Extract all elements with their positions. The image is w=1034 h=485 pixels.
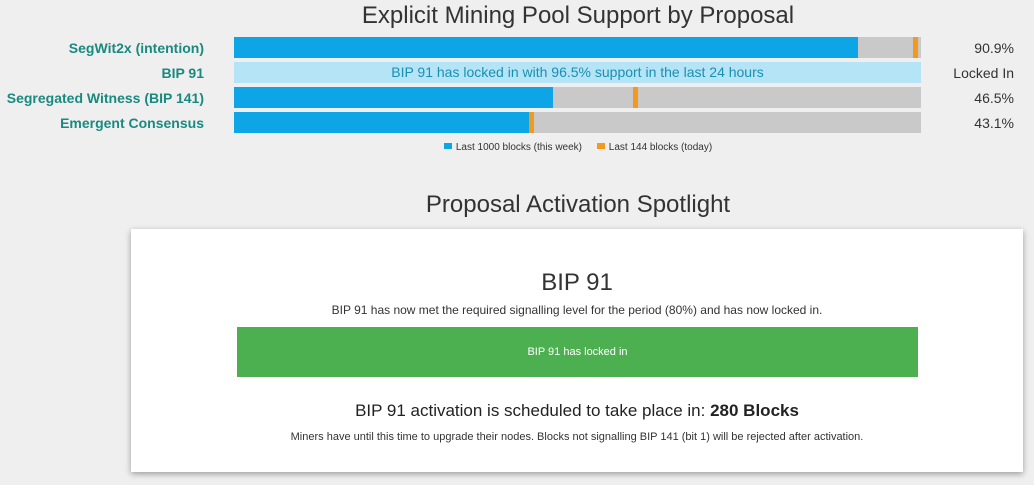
proposal-row-segwit: Segregated Witness (BIP 141) 46.5% bbox=[0, 87, 1034, 109]
spotlight-title: BIP 91 bbox=[541, 269, 613, 296]
today-support-marker bbox=[529, 112, 535, 133]
proposal-label[interactable]: Segregated Witness (BIP 141) bbox=[6, 90, 204, 106]
week-support-fill bbox=[234, 87, 554, 108]
locked-in-message: BIP 91 has locked in with 96.5% support … bbox=[234, 62, 921, 83]
activation-blocks: 280 Blocks bbox=[710, 401, 799, 420]
support-bar bbox=[234, 87, 921, 108]
spotlight-description: BIP 91 has now met the required signalli… bbox=[331, 303, 823, 317]
legend-label: Last 144 blocks (today) bbox=[608, 142, 713, 153]
proposal-label[interactable]: BIP 91 bbox=[161, 65, 204, 81]
upgrade-note: Miners have until this time to upgrade t… bbox=[290, 431, 864, 443]
support-value: 46.5% bbox=[974, 90, 1014, 106]
today-support-marker bbox=[632, 87, 638, 108]
proposal-label[interactable]: SegWit2x (intention) bbox=[68, 40, 204, 56]
legend-item-today: Last 144 blocks (today) bbox=[596, 142, 713, 153]
legend-item-week: Last 1000 blocks (this week) bbox=[443, 142, 582, 153]
support-bar bbox=[234, 112, 921, 133]
support-value: 43.1% bbox=[974, 115, 1014, 131]
week-swatch-icon bbox=[443, 143, 452, 149]
locked-in-status-bar: BIP 91 has locked in bbox=[237, 327, 918, 377]
spotlight-card: BIP 91 BIP 91 has now met the required s… bbox=[131, 229, 1023, 472]
proposal-row-bip91: BIP 91 BIP 91 has locked in with 96.5% s… bbox=[0, 62, 1034, 84]
week-support-fill bbox=[234, 37, 859, 58]
proposal-row-segwit2x: SegWit2x (intention) 90.9% bbox=[0, 37, 1034, 59]
chart-title: Explicit Mining Pool Support by Proposal bbox=[361, 2, 795, 29]
proposal-row-emergent-consensus: Emergent Consensus 43.1% bbox=[0, 112, 1034, 134]
legend-label: Last 1000 blocks (this week) bbox=[455, 142, 582, 153]
today-swatch-icon bbox=[596, 143, 605, 149]
activation-countdown: BIP 91 activation is scheduled to take p… bbox=[131, 401, 1023, 421]
support-value: Locked In bbox=[953, 65, 1014, 81]
activation-prefix: BIP 91 activation is scheduled to take p… bbox=[355, 401, 706, 420]
section-title: Proposal Activation Spotlight bbox=[425, 191, 731, 218]
support-value: 90.9% bbox=[974, 40, 1014, 56]
proposal-label[interactable]: Emergent Consensus bbox=[60, 115, 204, 131]
today-support-marker bbox=[913, 37, 919, 58]
legend: Last 1000 blocks (this week) Last 144 bl… bbox=[0, 142, 1034, 153]
support-bar bbox=[234, 37, 921, 58]
week-support-fill bbox=[234, 112, 531, 133]
support-bar: BIP 91 has locked in with 96.5% support … bbox=[234, 62, 921, 83]
